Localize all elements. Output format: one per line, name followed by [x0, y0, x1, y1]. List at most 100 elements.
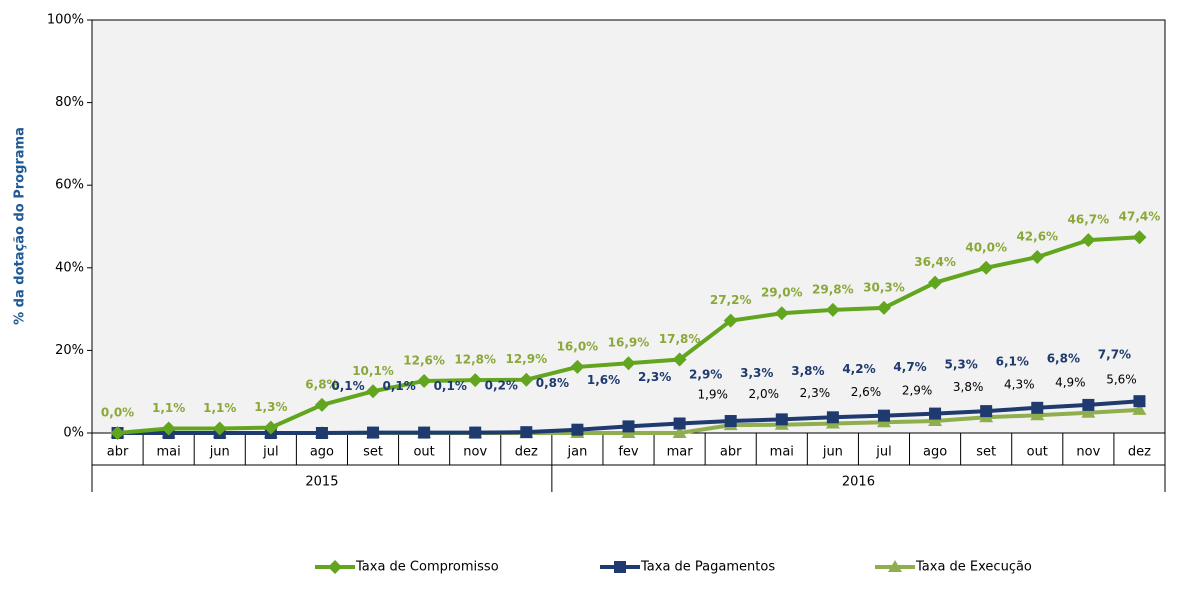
- data-point: [672, 352, 687, 367]
- x-tick-label: ago: [310, 445, 334, 460]
- data-point: [520, 426, 533, 439]
- x-tick-label: mai: [157, 445, 181, 460]
- data-label: 30,3%: [863, 280, 905, 294]
- x-tick-label: set: [363, 445, 383, 460]
- x-tick-label: dez: [1128, 445, 1151, 460]
- data-label: 6,8%: [305, 377, 338, 391]
- y-axis-label: % da dotação do Programa: [13, 127, 28, 325]
- data-point: [469, 426, 482, 439]
- data-label: 0,1%: [434, 379, 467, 393]
- x-tick-label: ago: [923, 445, 947, 460]
- group-label: 2016: [842, 475, 875, 490]
- data-point: [622, 420, 635, 433]
- data-point: [979, 260, 994, 275]
- data-point: [570, 359, 585, 374]
- data-label: 17,8%: [659, 332, 701, 346]
- data-label: 1,1%: [152, 401, 185, 415]
- data-point: [876, 300, 891, 315]
- data-label: 12,8%: [454, 353, 496, 367]
- data-point: [418, 426, 431, 439]
- data-label: 0,1%: [331, 379, 364, 393]
- data-point: [826, 411, 839, 424]
- x-tick-label: mar: [667, 445, 694, 460]
- data-label: 29,0%: [761, 286, 803, 300]
- data-point: [161, 421, 176, 436]
- data-label: 1,6%: [587, 373, 620, 387]
- data-label: 2,9%: [902, 384, 933, 398]
- data-point: [212, 421, 227, 436]
- data-label: 42,6%: [1016, 230, 1058, 244]
- data-label: 3,8%: [953, 380, 984, 394]
- data-point: [315, 427, 328, 439]
- data-point: [1031, 401, 1044, 414]
- data-label: 2,0%: [749, 387, 780, 401]
- x-tick-label: jul: [875, 445, 891, 460]
- data-point: [825, 302, 840, 317]
- y-tick-label: 0%: [63, 426, 84, 441]
- data-label: 12,9%: [505, 352, 547, 366]
- data-point: [929, 407, 942, 420]
- data-point: [775, 413, 788, 426]
- legend-marker: [888, 560, 902, 572]
- legend-label: Taxa de Execução: [915, 560, 1032, 575]
- x-tick-label: jan: [566, 445, 587, 460]
- data-point: [1133, 395, 1146, 408]
- data-label: 40,0%: [965, 240, 1007, 254]
- data-label: 4,9%: [1055, 375, 1086, 389]
- x-tick-label: nov: [463, 445, 487, 460]
- data-label: 1,9%: [697, 388, 728, 402]
- plot-area: [91, 19, 1166, 434]
- y-tick-label: 100%: [47, 13, 84, 28]
- data-label: 16,0%: [557, 339, 599, 353]
- data-point: [980, 405, 993, 418]
- y-tick-label: 60%: [55, 178, 84, 193]
- legend-marker: [328, 560, 342, 574]
- x-tick-label: jun: [209, 445, 230, 460]
- data-point: [621, 356, 636, 371]
- data-label: 2,9%: [689, 368, 722, 382]
- data-point: [367, 426, 380, 439]
- data-point: [1030, 408, 1045, 421]
- data-label: 3,8%: [791, 364, 824, 378]
- data-label: 0,2%: [485, 379, 518, 393]
- data-point: [672, 426, 687, 438]
- data-point: [1081, 405, 1096, 418]
- data-label: 6,1%: [996, 354, 1029, 368]
- data-point: [519, 372, 534, 387]
- data-point: [774, 306, 789, 321]
- data-point: [1082, 398, 1095, 411]
- y-tick-label: 20%: [55, 343, 84, 358]
- data-point: [1030, 250, 1045, 265]
- x-tick-label: jun: [822, 445, 843, 460]
- data-point: [1132, 402, 1147, 415]
- data-label: 0,0%: [101, 406, 134, 420]
- data-label: 2,6%: [851, 385, 882, 399]
- x-tick-label: abr: [720, 445, 742, 460]
- x-tick-label: dez: [515, 445, 538, 460]
- data-point: [417, 373, 432, 388]
- data-label: 12,6%: [403, 353, 445, 367]
- x-tick-label: out: [1027, 445, 1048, 460]
- data-label: 36,4%: [914, 255, 956, 269]
- data-point: [263, 420, 278, 435]
- data-point: [468, 373, 483, 388]
- data-label: 2,3%: [638, 370, 671, 384]
- legend-marker: [614, 561, 626, 573]
- data-label: 29,8%: [812, 282, 854, 296]
- x-tick-label: out: [413, 445, 434, 460]
- data-label: 4,7%: [893, 360, 926, 374]
- data-label: 6,8%: [1047, 351, 1080, 365]
- data-point: [1132, 230, 1147, 245]
- data-label: 3,3%: [740, 366, 773, 380]
- data-label: 0,1%: [382, 379, 415, 393]
- data-label: 5,3%: [945, 358, 978, 372]
- legend-label: Taxa de Pagamentos: [640, 560, 775, 575]
- data-point: [724, 415, 737, 428]
- data-point: [314, 397, 329, 412]
- data-label: 47,4%: [1119, 210, 1161, 224]
- data-point: [1081, 233, 1096, 248]
- data-label: 10,1%: [352, 364, 394, 378]
- x-tick-label: jul: [262, 445, 278, 460]
- data-label: 46,7%: [1068, 213, 1110, 227]
